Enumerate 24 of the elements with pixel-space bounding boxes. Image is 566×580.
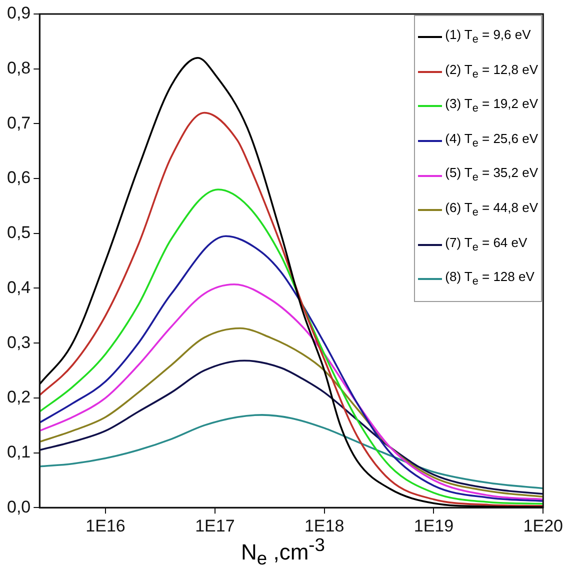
legend-label: (2) T$_{e}$ = 12,8 eV bbox=[445, 60, 538, 82]
legend-label: (4) T$_{e}$ = 25,6 eV bbox=[445, 130, 538, 152]
y-tick-label: 0,4 bbox=[6, 278, 31, 297]
y-tick-label: 0,8 bbox=[6, 58, 31, 78]
y-tick-label: 0,7 bbox=[6, 113, 31, 132]
x-tick-label: 1E20 bbox=[523, 516, 563, 536]
legend-label: (8) T$_{e}$ = 128 eV bbox=[445, 268, 534, 290]
y-tick-label: 0,5 bbox=[6, 223, 31, 242]
y-tick-label: 0,2 bbox=[6, 388, 31, 407]
legend-label: (3) T$_{e}$ = 19,2 eV bbox=[445, 95, 538, 117]
legend-label: (5) T$_{e}$ = 35,2 eV bbox=[445, 164, 538, 186]
y-tick-label: 0,1 bbox=[6, 442, 31, 462]
y-tick-label: 0,0 bbox=[6, 497, 31, 516]
x-tick-label: 1E18 bbox=[304, 516, 344, 536]
legend-label: (6) T$_{e}$ = 44,8 eV bbox=[445, 198, 538, 221]
legend-label: (7) T$_{e}$ = 64 eV bbox=[445, 234, 528, 256]
x-tick-label: 1E19 bbox=[414, 516, 454, 536]
x-tick-label: 1E17 bbox=[195, 516, 235, 536]
x-axis-title: N$_{e}$ ,cm$^{-3}$ bbox=[240, 534, 326, 570]
x-tick-label: 1E16 bbox=[86, 516, 126, 536]
y-tick-label: 0,6 bbox=[6, 168, 31, 188]
legend-label: (1) T$_{e}$ = 9,6 eV bbox=[445, 26, 531, 48]
y-tick-label: 0,9 bbox=[6, 4, 31, 23]
y-tick-label: 0,3 bbox=[6, 332, 31, 352]
